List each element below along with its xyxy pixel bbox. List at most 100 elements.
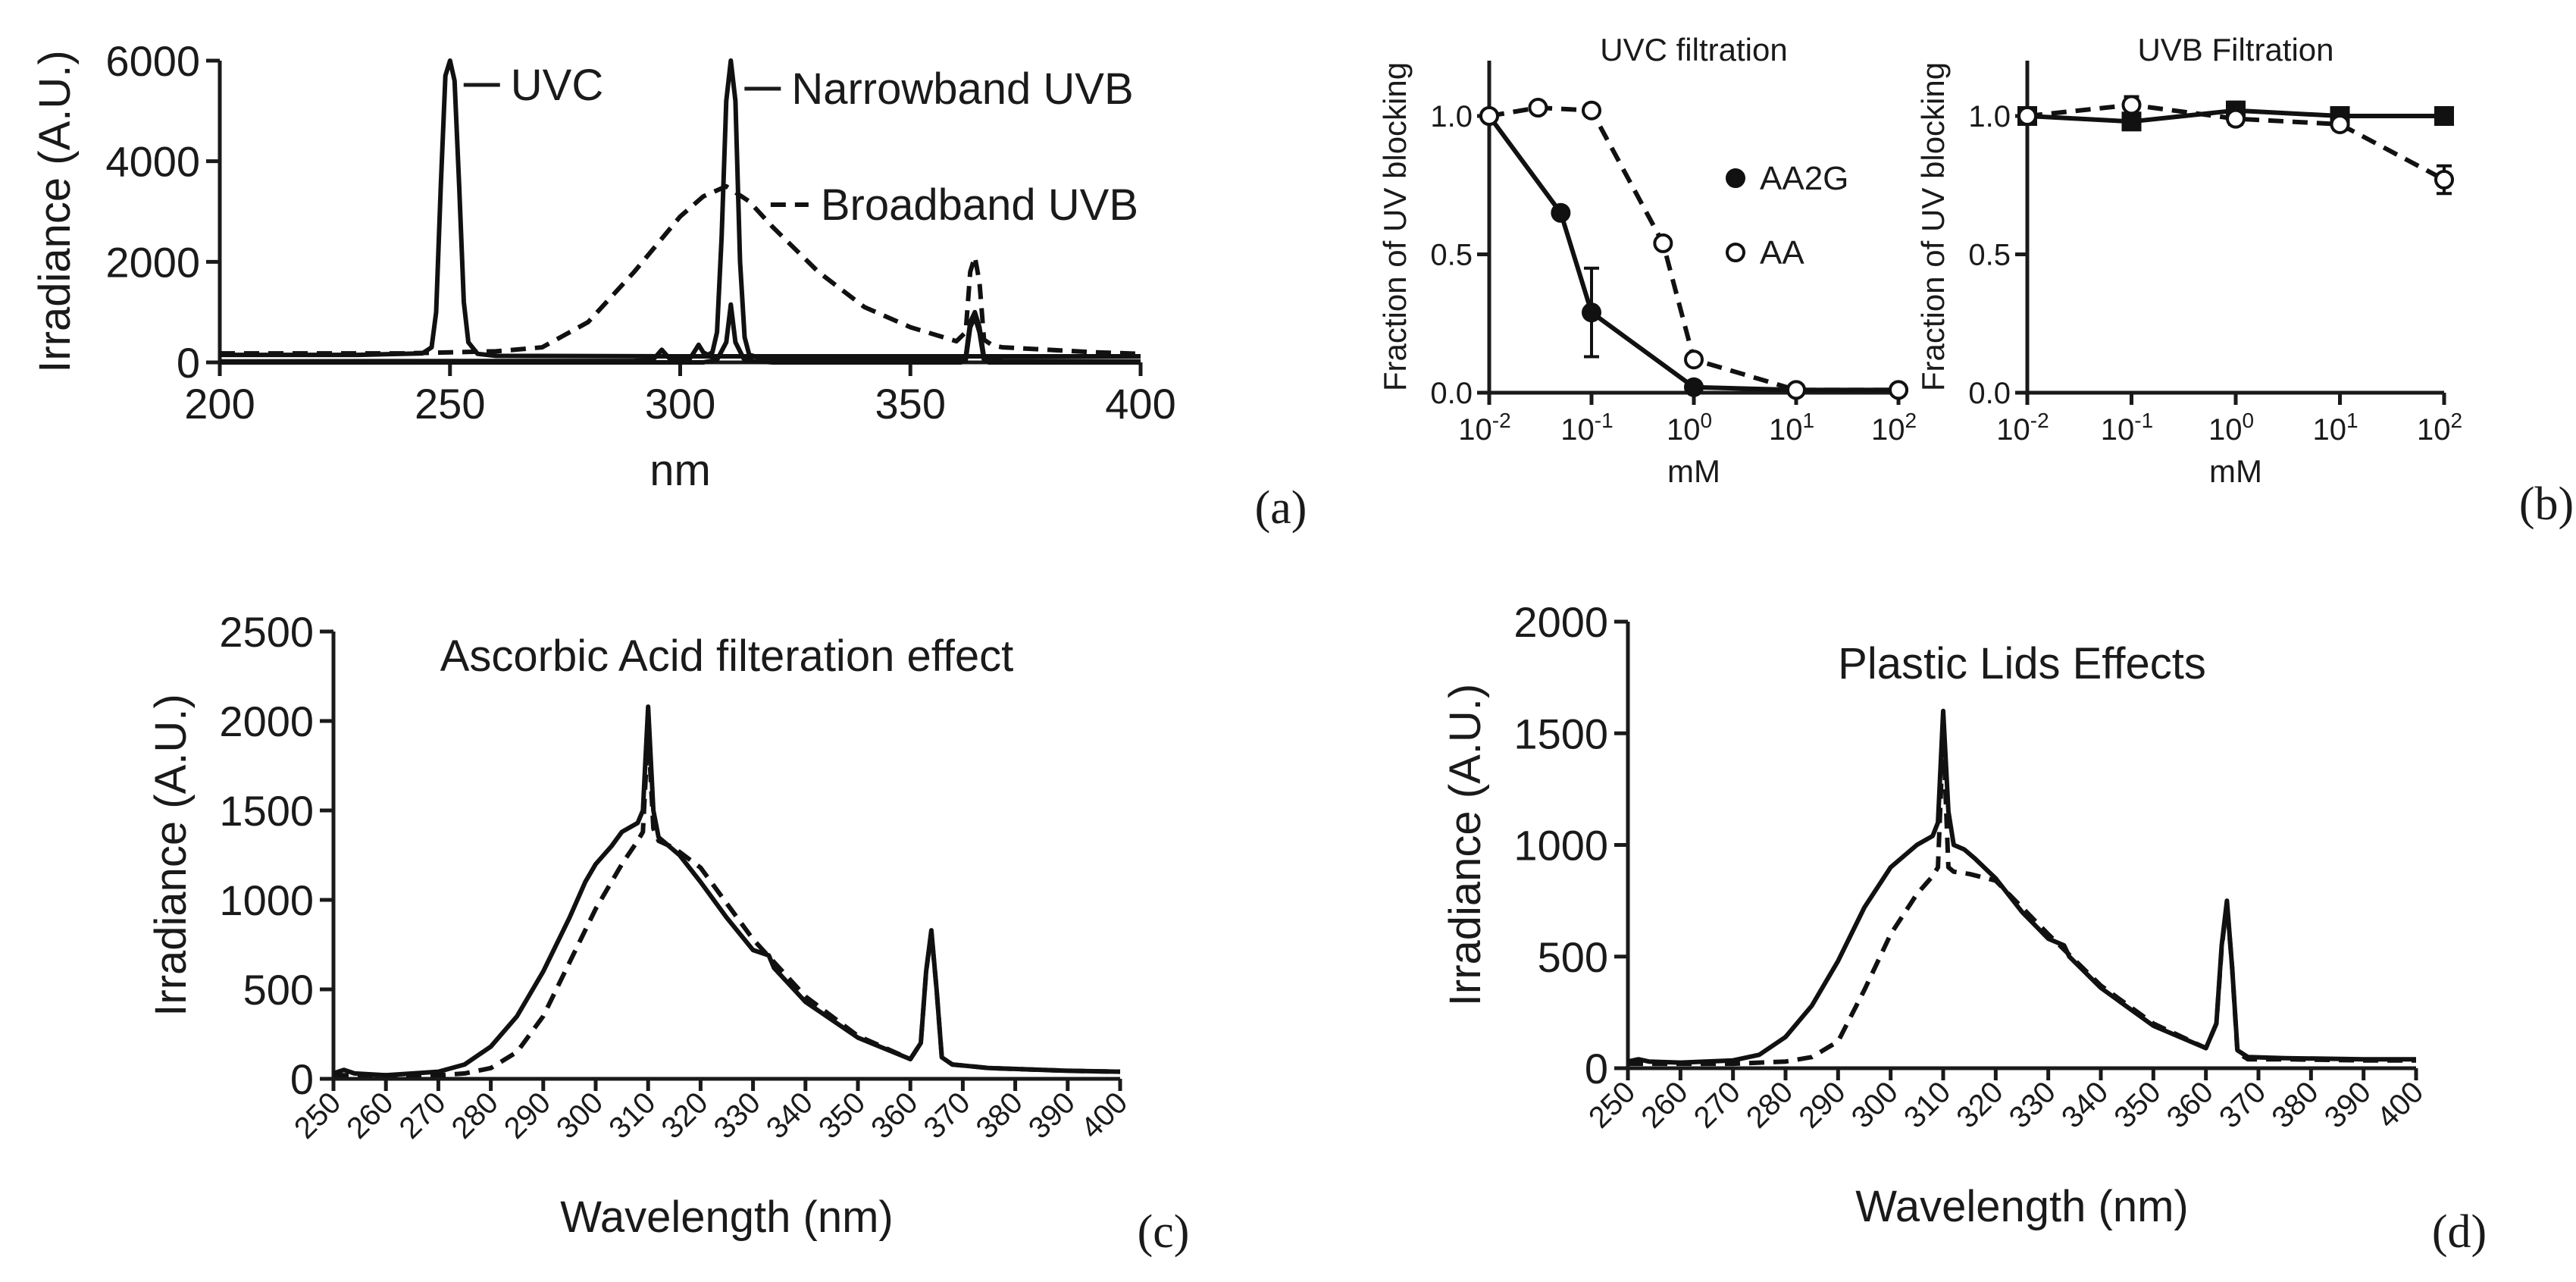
x-tick-label: 390 bbox=[2318, 1075, 2377, 1134]
data-point-aa bbox=[2330, 114, 2350, 134]
tick-base: 10 bbox=[1871, 413, 1905, 447]
x-tick-label: 300 bbox=[645, 380, 715, 428]
x-tick-label: 300 bbox=[550, 1086, 609, 1145]
data-point-aa bbox=[2226, 108, 2246, 129]
tick-base: 10 bbox=[2208, 413, 2243, 447]
x-tick-label: 350 bbox=[2108, 1075, 2167, 1134]
series-line-ascorbic-acid bbox=[333, 727, 1121, 1078]
y-tick-label: 4000 bbox=[105, 138, 200, 186]
y-tick-label: 2000 bbox=[1513, 598, 1608, 646]
y-tick-label: 500 bbox=[1538, 933, 1608, 981]
tick-base: 10 bbox=[1996, 413, 2030, 447]
legend-marker bbox=[1726, 168, 1745, 188]
y-tick-label: 0.0 bbox=[1430, 377, 1473, 410]
panel-letter: (c) bbox=[1138, 1206, 1190, 1258]
y-tick-label: 1500 bbox=[219, 787, 314, 835]
tick-exponent: -1 bbox=[2134, 409, 2153, 432]
panel-d-plastic-lids-chart: 0500100015002000250260270280290300310320… bbox=[1441, 598, 2487, 1258]
legend-marker bbox=[1726, 243, 1745, 262]
y-tick-label: 2000 bbox=[105, 238, 200, 286]
annotation-narrowband-uvb: Narrowband UVB bbox=[791, 64, 1133, 114]
data-point-aa bbox=[1582, 100, 1601, 121]
x-tick-label: 280 bbox=[1740, 1075, 1799, 1134]
x-tick-label: 260 bbox=[1635, 1075, 1694, 1134]
x-tick-label: 360 bbox=[865, 1086, 924, 1145]
y-tick-label: 0.5 bbox=[1430, 239, 1473, 272]
x-axis-title: nm bbox=[649, 446, 711, 495]
x-tick-label: 10-2 bbox=[1996, 409, 2049, 447]
x-tick-label: 102 bbox=[2417, 409, 2462, 447]
x-tick-label: 400 bbox=[1105, 380, 1175, 428]
y-axis-title: Fraction of UV blocking bbox=[1915, 62, 1951, 391]
data-point-aa bbox=[1684, 349, 1704, 370]
data-point-aa2g bbox=[2121, 111, 2142, 132]
x-tick-label: 340 bbox=[760, 1086, 819, 1145]
data-point-aa2g bbox=[2434, 106, 2454, 126]
tick-base: 10 bbox=[1769, 413, 1803, 447]
data-point-aa bbox=[1786, 380, 1806, 400]
x-tick-label: 200 bbox=[184, 380, 255, 428]
x-tick-label: 360 bbox=[2161, 1075, 2220, 1134]
panel-title: Plastic Lids Effects bbox=[1838, 639, 2206, 688]
data-point-aa2g bbox=[1551, 202, 1571, 223]
y-tick-label: 0.0 bbox=[1968, 377, 2011, 410]
x-axis-title: mM bbox=[2209, 453, 2262, 489]
y-tick-label: 0 bbox=[1585, 1045, 1608, 1092]
y-tick-label: 1000 bbox=[219, 876, 314, 924]
data-point-aa bbox=[1479, 106, 1499, 126]
x-tick-label: 10-1 bbox=[1560, 409, 1613, 447]
panel-title: Ascorbic Acid filteration effect bbox=[440, 632, 1014, 681]
y-axis-title: Fraction of UV blocking bbox=[1377, 62, 1413, 391]
x-tick-label: 280 bbox=[446, 1086, 505, 1145]
legend-label-aa2g: AA2G bbox=[1760, 160, 1848, 197]
x-tick-label: 290 bbox=[498, 1086, 557, 1145]
tick-exponent: 1 bbox=[2346, 409, 2358, 432]
y-axis-title: Irradiance (A.U.) bbox=[1441, 684, 1490, 1006]
panel-letter-a: (a) bbox=[1255, 482, 1307, 534]
y-axis-title: Irradiance (A.U.) bbox=[30, 50, 80, 372]
tick-base: 10 bbox=[2101, 413, 2135, 447]
legend-label-aa: AA bbox=[1760, 234, 1804, 271]
x-tick-label: 310 bbox=[1898, 1075, 1957, 1134]
annotation-uvc: UVC bbox=[511, 61, 603, 110]
x-tick-label: 370 bbox=[2213, 1075, 2272, 1134]
x-tick-label: 270 bbox=[393, 1086, 452, 1145]
tick-base: 10 bbox=[1458, 413, 1492, 447]
data-point-aa bbox=[1528, 98, 1548, 118]
x-tick-label: 102 bbox=[1871, 409, 1917, 447]
y-tick-label: 2500 bbox=[219, 608, 314, 656]
x-tick-label: 340 bbox=[2055, 1075, 2114, 1134]
x-axis-title: mM bbox=[1667, 453, 1720, 489]
x-tick-label: 10-2 bbox=[1458, 409, 1510, 447]
y-tick-label: 1000 bbox=[1513, 822, 1608, 870]
panel-letter-b: (b) bbox=[2519, 478, 2574, 530]
series-line-control bbox=[333, 704, 1121, 1078]
x-tick-label: 101 bbox=[1769, 409, 1814, 447]
data-point-aa2g bbox=[1684, 377, 1704, 397]
x-tick-label: 101 bbox=[2312, 409, 2358, 447]
x-tick-label: 320 bbox=[1950, 1075, 2009, 1134]
tick-base: 10 bbox=[1667, 413, 1701, 447]
tick-exponent: -2 bbox=[2030, 409, 2049, 432]
y-tick-label: 1500 bbox=[1513, 710, 1608, 757]
x-tick-label: 10-1 bbox=[2101, 409, 2153, 447]
data-point-aa bbox=[2017, 106, 2037, 126]
series-line-plastic-lid bbox=[1628, 731, 2416, 1067]
x-tick-label: 310 bbox=[603, 1086, 662, 1145]
x-tick-label: 400 bbox=[2371, 1075, 2430, 1134]
data-point-aa bbox=[2434, 169, 2454, 190]
series-line-aa2g bbox=[1487, 114, 1898, 393]
y-tick-label: 0 bbox=[177, 339, 200, 387]
panel-title: UVB Filtration bbox=[2137, 32, 2333, 67]
x-tick-label: 100 bbox=[1667, 409, 1712, 447]
series-line-control bbox=[1627, 708, 2416, 1065]
x-tick-label: 330 bbox=[2003, 1075, 2062, 1134]
x-tick-label: 350 bbox=[875, 380, 946, 428]
y-tick-label: 500 bbox=[243, 966, 314, 1014]
series-line-aa bbox=[2027, 102, 2446, 182]
series-line-aa bbox=[1488, 105, 1898, 393]
tick-base: 10 bbox=[2417, 413, 2451, 447]
x-tick-label: 370 bbox=[917, 1086, 976, 1145]
